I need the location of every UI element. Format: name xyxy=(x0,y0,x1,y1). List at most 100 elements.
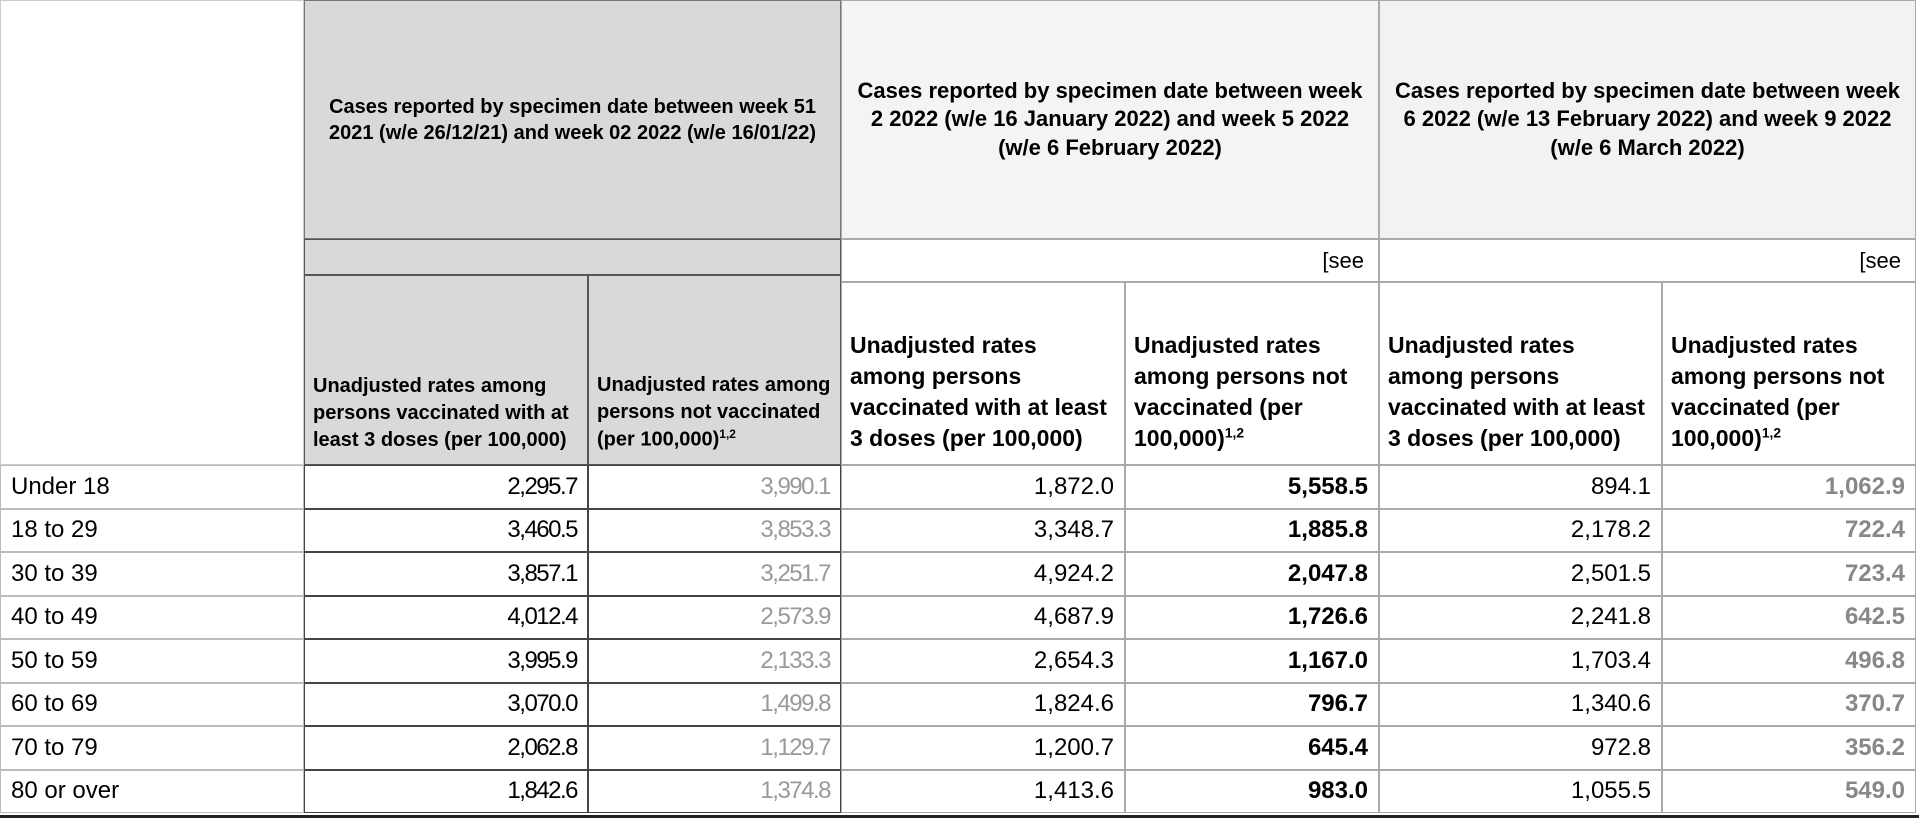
header-text: Unadjusted rates among persons not vacci… xyxy=(1671,330,1907,454)
text: 3,070.0 xyxy=(507,690,578,718)
cell-value: 2,241.8 xyxy=(1379,595,1662,639)
cell-value: 3,251.7 xyxy=(588,552,841,596)
row-label: 18 to 29 xyxy=(0,508,304,552)
text: Unadjusted rates among persons vaccinate… xyxy=(313,375,569,451)
cell-value: 5,558.5 xyxy=(1125,465,1379,509)
text: 1,2 xyxy=(1224,425,1244,441)
header-text: Unadjusted rates among persons vaccinate… xyxy=(313,373,579,454)
text: 972.8 xyxy=(1590,733,1651,761)
text: Cases reported by specimen date between … xyxy=(857,77,1363,160)
cell-value: 1,129.7 xyxy=(588,726,841,770)
column-header: Unadjusted rates among persons not vacci… xyxy=(588,275,841,465)
column-header: Unadjusted rates among persons not vacci… xyxy=(1662,282,1916,465)
bottom-rule xyxy=(0,815,1919,818)
text: 1,374.8 xyxy=(760,777,831,805)
row-label: 40 to 49 xyxy=(0,595,304,639)
column-header: Unadjusted rates among persons vaccinate… xyxy=(304,275,588,465)
text: 3,990.1 xyxy=(760,472,831,500)
cell-value: 1,703.4 xyxy=(1379,639,1662,683)
cell-value: 2,501.5 xyxy=(1379,552,1662,596)
cell-value: 3,070.0 xyxy=(304,682,588,726)
cell-value: 894.1 xyxy=(1379,465,1662,509)
text: 2,295.7 xyxy=(507,472,578,500)
cell-value: 2,178.2 xyxy=(1379,508,1662,552)
cell-value: 645.4 xyxy=(1125,726,1379,770)
text: 1,703.4 xyxy=(1570,646,1651,674)
text: Under 18 xyxy=(11,472,110,500)
text: 2,047.8 xyxy=(1287,559,1368,587)
text: Cases reported by specimen date between … xyxy=(1395,77,1900,160)
text: 50 to 59 xyxy=(11,646,98,674)
text: 496.8 xyxy=(1844,646,1905,674)
cell-value: 1,374.8 xyxy=(588,769,841,813)
group-header: Cases reported by specimen date between … xyxy=(304,0,841,239)
cell-value: 2,295.7 xyxy=(304,465,588,509)
text: 1,885.8 xyxy=(1287,516,1368,544)
cell-value: 496.8 xyxy=(1662,639,1916,683)
cell-value: 2,654.3 xyxy=(841,639,1125,683)
cell-value: 3,460.5 xyxy=(304,508,588,552)
text: 1,2 xyxy=(719,427,736,442)
row-label: 60 to 69 xyxy=(0,682,304,726)
row-label: Under 18 xyxy=(0,465,304,509)
text: 1,200.7 xyxy=(1033,733,1114,761)
text: 40 to 49 xyxy=(11,603,98,631)
text: 80 or over xyxy=(11,777,120,805)
text: 2,133.3 xyxy=(760,646,831,674)
cell-value: 1,340.6 xyxy=(1379,682,1662,726)
text: [see xyxy=(1859,247,1901,273)
text: 796.7 xyxy=(1307,690,1368,718)
header-text: Unadjusted rates among persons not vacci… xyxy=(1134,330,1370,454)
cell-value: 4,012.4 xyxy=(304,595,588,639)
text: 370.7 xyxy=(1844,690,1905,718)
cell-value: 1,055.5 xyxy=(1379,769,1662,813)
group-header: Cases reported by specimen date between … xyxy=(1379,0,1916,239)
cell-value: 972.8 xyxy=(1379,726,1662,770)
text: 3,995.9 xyxy=(507,646,578,674)
text: 723.4 xyxy=(1844,559,1905,587)
group-note: [see xyxy=(841,239,1379,282)
text: 2,654.3 xyxy=(1033,646,1114,674)
text: 4,924.2 xyxy=(1033,559,1114,587)
text: 1,055.5 xyxy=(1570,777,1651,805)
cell-value: 796.7 xyxy=(1125,682,1379,726)
text: 3,348.7 xyxy=(1033,516,1114,544)
text: 894.1 xyxy=(1590,472,1651,500)
text: 2,501.5 xyxy=(1570,559,1651,587)
text: 1,872.0 xyxy=(1033,472,1114,500)
text: Unadjusted rates among persons not vacci… xyxy=(1134,331,1348,451)
text: 1,413.6 xyxy=(1033,777,1114,805)
text: 18 to 29 xyxy=(11,516,98,544)
group-header: Cases reported by specimen date between … xyxy=(841,0,1379,239)
text: 30 to 39 xyxy=(11,559,98,587)
cell-value: 1,842.6 xyxy=(304,769,588,813)
cell-value: 722.4 xyxy=(1662,508,1916,552)
text: 1,2 xyxy=(1761,425,1781,441)
text: 645.4 xyxy=(1307,733,1368,761)
cell-value: 3,853.3 xyxy=(588,508,841,552)
text: 356.2 xyxy=(1844,733,1905,761)
text: 1,824.6 xyxy=(1033,690,1114,718)
cell-value: 2,047.8 xyxy=(1125,552,1379,596)
cell-value: 983.0 xyxy=(1125,769,1379,813)
text: 1,129.7 xyxy=(760,733,831,761)
cell-value: 356.2 xyxy=(1662,726,1916,770)
text: 3,857.1 xyxy=(507,559,578,587)
cell-value: 3,857.1 xyxy=(304,552,588,596)
column-header: Unadjusted rates among persons vaccinate… xyxy=(841,282,1125,465)
text: 1,726.6 xyxy=(1287,603,1368,631)
cell-value: 2,062.8 xyxy=(304,726,588,770)
cell-value: 1,413.6 xyxy=(841,769,1125,813)
cell-value: 370.7 xyxy=(1662,682,1916,726)
group-note: [see xyxy=(1379,239,1916,282)
cell-value: 1,885.8 xyxy=(1125,508,1379,552)
text: 983.0 xyxy=(1307,777,1368,805)
text: 70 to 79 xyxy=(11,733,98,761)
group-note xyxy=(304,239,841,275)
blank-corner xyxy=(0,0,304,465)
cell-value: 3,348.7 xyxy=(841,508,1125,552)
cell-value: 642.5 xyxy=(1662,595,1916,639)
text: 3,251.7 xyxy=(760,559,831,587)
cell-value: 1,726.6 xyxy=(1125,595,1379,639)
